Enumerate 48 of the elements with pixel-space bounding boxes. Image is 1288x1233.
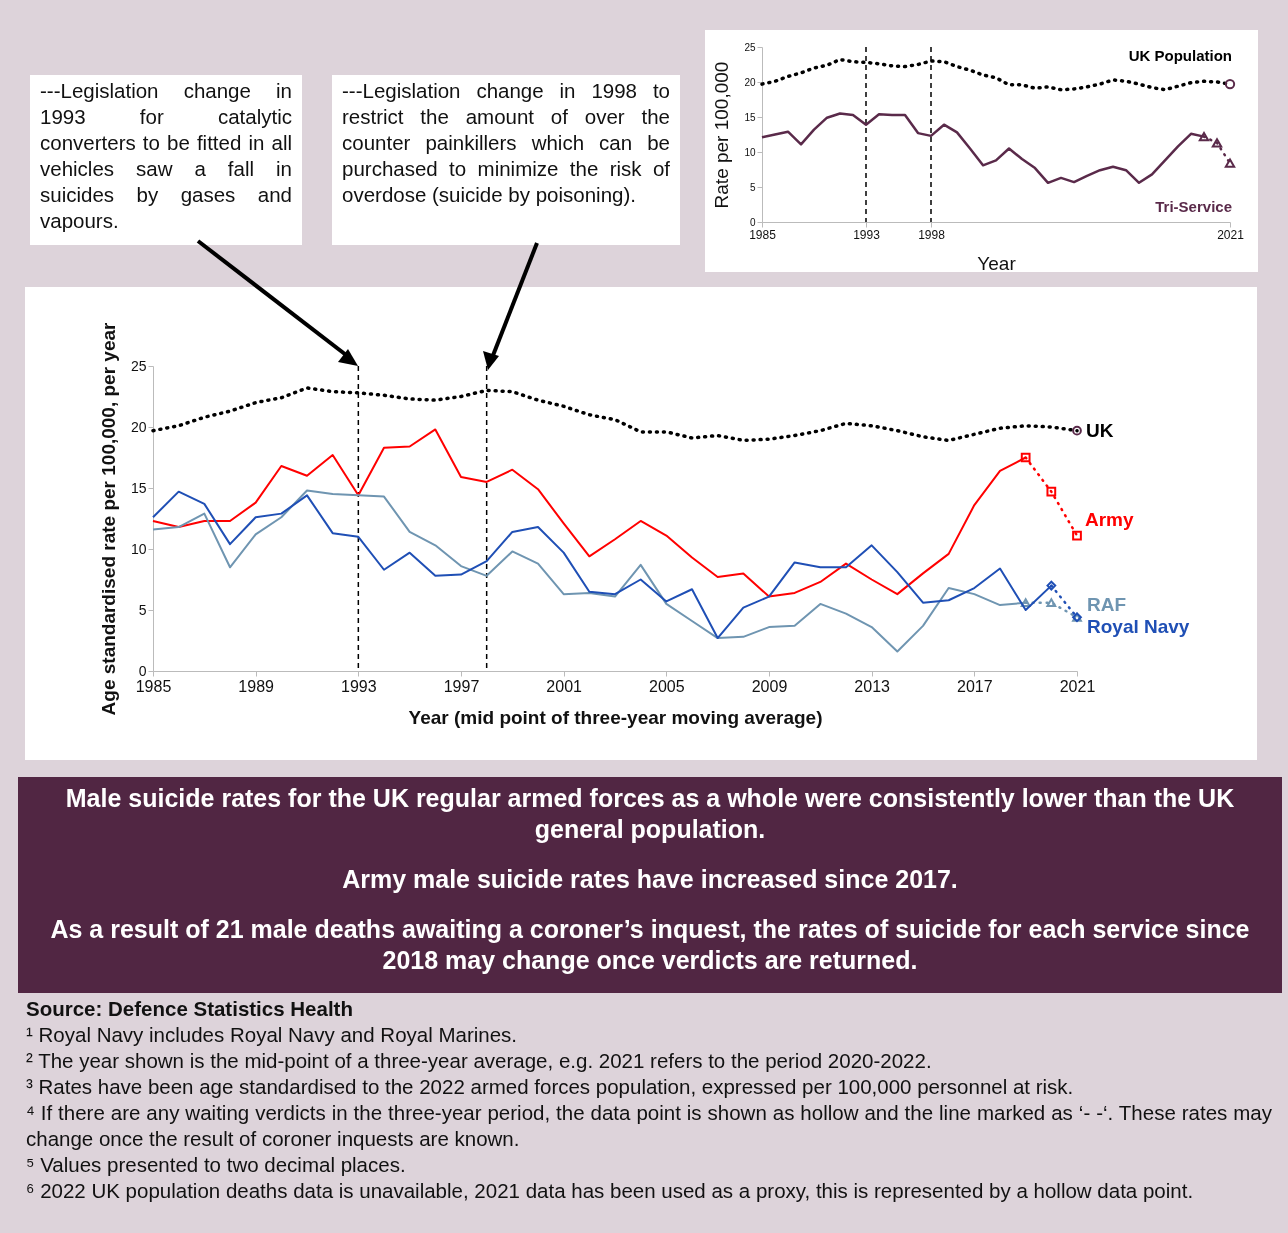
y-axis-title: Age standardised rate per 100,000, per year <box>97 321 119 716</box>
series-label: UK <box>1086 419 1114 441</box>
series-label: UK Population <box>1128 47 1232 65</box>
x-tick-label: 2021 <box>1059 677 1096 695</box>
y-tick-label: 0 <box>749 216 756 228</box>
x-axis-title: Year <box>977 252 1017 274</box>
x-tick-label: 2009 <box>751 677 788 695</box>
x-tick-label: 2017 <box>957 677 993 695</box>
text: As a result of 21 male deaths awaiting a coroner’s inquest, the rates of suicide for each service since 2018 may change once verdicts are returned. <box>49 914 1251 976</box>
text: Tri-Service <box>1155 198 1232 216</box>
x-axis-title: Year (mid point of three-year moving average) <box>408 706 823 728</box>
text: Male suicide rates for the UK regular armed forces as a whole were consistently lower than the UK general population. <box>64 783 1236 845</box>
x-tick-label: 1989 <box>238 677 275 695</box>
text: ---Legislation change in 1993 for catalytic converters to be fitted in all vehicles saw a fall in suicides by gases and vapours. <box>30 75 302 245</box>
text: ³ Rates have been age standardised to the 2022 armed forces population, expressed per 100,000 personnel at risk. <box>26 1074 1075 1100</box>
y-tick-label: 15 <box>130 479 147 496</box>
x-tick-label: 1985 <box>749 227 777 242</box>
text: ⁴ If there are any waiting verdicts in the three-year period, the data point is shown as hollow and the line marked as ‘- -‘. These rates may change once the result of coroner inquests are known. <box>26 1100 1272 1152</box>
x-tick-label: 1993 <box>853 227 881 242</box>
y-tick-label: 15 <box>744 111 756 123</box>
text: ¹ Royal Navy includes Royal Navy and Royal Marines. <box>26 1022 519 1048</box>
x-tick-label: 1998 <box>918 227 946 242</box>
text: ---Legislation change in 1998 to restrict the amount of over the counter painkillers which can be purchased to minimize the risk of overdose (suicide by poisoning). <box>332 75 680 245</box>
text: ⁶ 2022 UK population deaths data is unavailable, 2021 data has been used as a proxy, this is represented by a hollow data point. <box>26 1178 1195 1204</box>
y-tick-label: 0 <box>138 662 147 679</box>
x-tick-label: 1993 <box>341 677 377 695</box>
y-tick-label: 10 <box>744 146 756 158</box>
y-tick-label: 5 <box>749 181 756 193</box>
text: ² The year shown is the mid-point of a three-year average, e.g. 2021 refers to the period 2020-2022. <box>26 1048 933 1074</box>
source-note: Source: Defence Statistics Health <box>26 996 354 1022</box>
x-tick-label: 2005 <box>649 677 685 695</box>
y-tick-label: 5 <box>138 601 147 618</box>
series-label: Army <box>1085 508 1135 530</box>
x-tick-label: 2013 <box>854 677 891 695</box>
x-tick-label: 2001 <box>546 677 583 695</box>
x-tick-label: 1985 <box>135 677 172 695</box>
x-tick-label: 2021 <box>1217 227 1245 242</box>
series-label: RAF <box>1087 594 1127 616</box>
y-tick-label: 25 <box>744 41 756 53</box>
y-tick-label: 10 <box>130 540 147 557</box>
series-label: Royal Navy <box>1087 616 1190 638</box>
y-tick-label: 20 <box>744 76 756 88</box>
y-tick-label: 20 <box>130 418 147 435</box>
y-axis-title: Rate per 100,000 <box>711 61 733 209</box>
text: ⁵ Values presented to two decimal places. <box>26 1152 407 1178</box>
y-tick-label: 25 <box>130 357 147 374</box>
text: Army male suicide rates have increased since 2017. <box>341 864 959 895</box>
x-tick-label: 1997 <box>443 677 480 695</box>
